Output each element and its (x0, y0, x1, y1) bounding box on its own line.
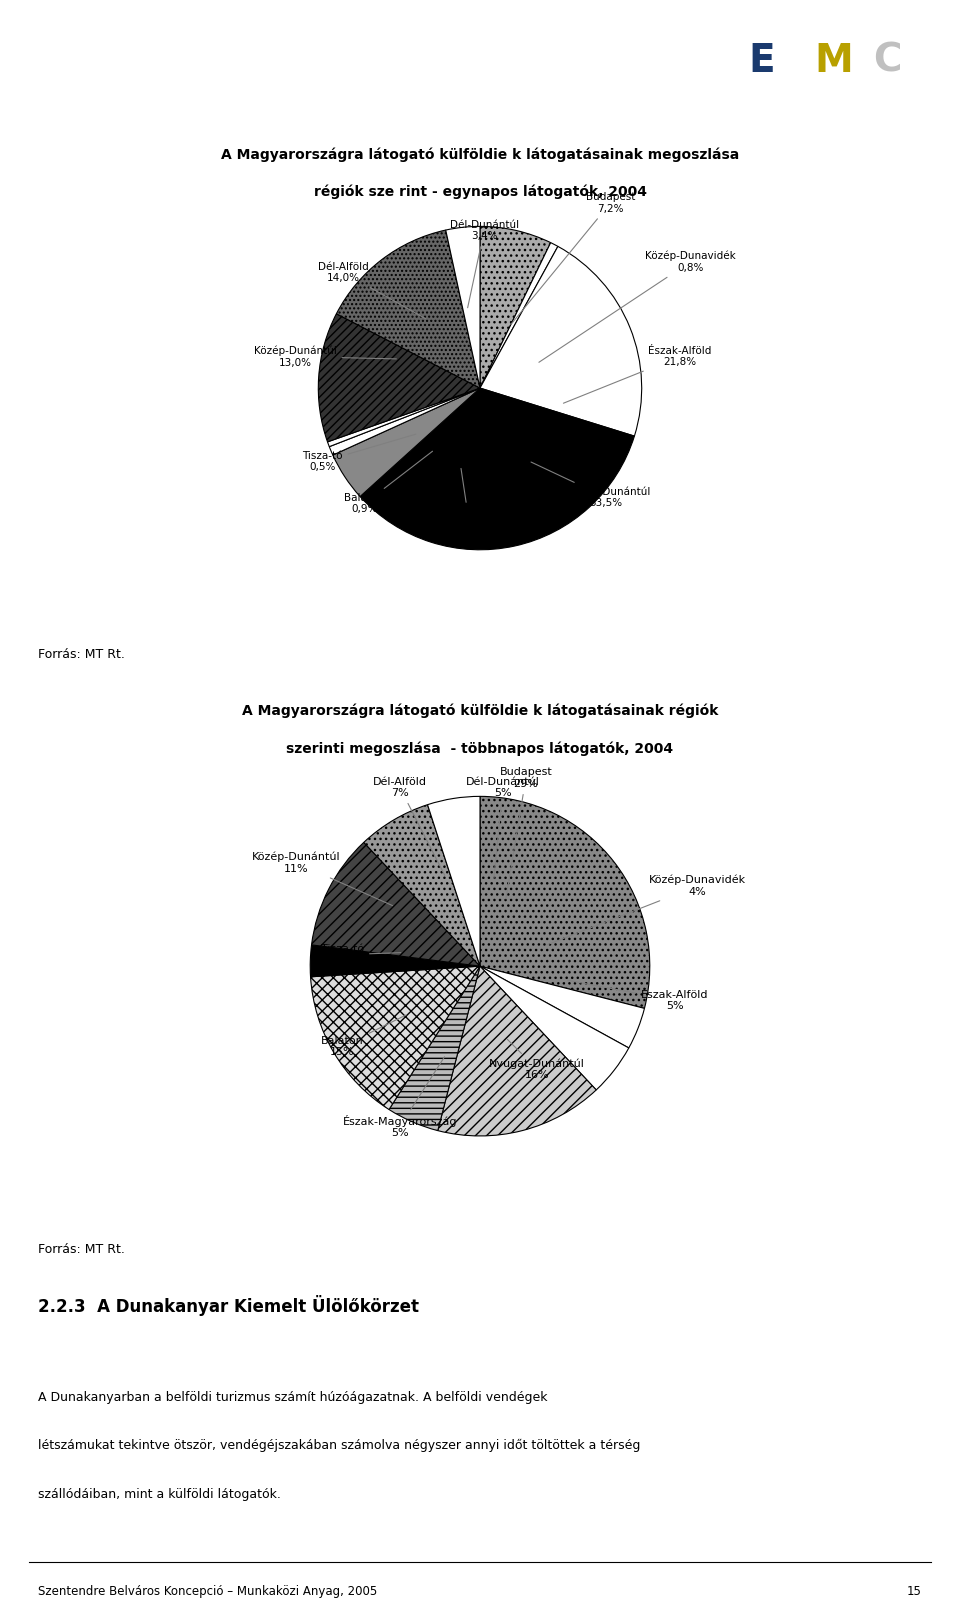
Wedge shape (480, 965, 629, 1090)
Text: Forrás: MT Rt.: Forrás: MT Rt. (38, 1242, 125, 1256)
Text: Budapest
7,2%: Budapest 7,2% (511, 192, 635, 325)
Text: szerinti megoszlása  - többnapos látogatók, 2004: szerinti megoszlása - többnapos látogató… (286, 741, 674, 755)
Text: Dél-Dunántúl
3,4%: Dél-Dunántúl 3,4% (449, 220, 518, 307)
Text: szállódáiban, mint a külföldi látogatók.: szállódáiban, mint a külföldi látogatók. (38, 1488, 281, 1501)
Text: Észak-
Magyarország
4,9%: Észak- Magyarország 4,9% (433, 469, 506, 542)
Wedge shape (319, 314, 480, 441)
Wedge shape (310, 944, 480, 977)
Text: 2.2.3  A Dunakanyar Kiemelt Ülölőkörzet: 2.2.3 A Dunakanyar Kiemelt Ülölőkörzet (38, 1295, 420, 1316)
Wedge shape (327, 388, 480, 446)
Text: Közép-Dunántúl
13,0%: Közép-Dunántúl 13,0% (253, 346, 396, 367)
Wedge shape (312, 842, 480, 965)
Text: létszámukat tekintve ötször, vendégéjszakában számolva négyszer annyi időt töltö: létszámukat tekintve ötször, vendégéjsza… (38, 1439, 640, 1452)
Text: E: E (749, 42, 776, 79)
Text: Közép-Dunántúl
11%: Közép-Dunántúl 11% (252, 852, 393, 906)
Text: Észak-Alföld
5%: Észak-Alföld 5% (567, 980, 708, 1011)
Wedge shape (427, 796, 480, 965)
Wedge shape (329, 388, 480, 454)
Text: Nyugat-Dunántúl
33,5%: Nyugat-Dunántúl 33,5% (531, 462, 651, 508)
Text: Nyugat-Dunántúl
16%: Nyugat-Dunántúl 16% (490, 1040, 586, 1080)
Text: Budapest
29%: Budapest 29% (499, 768, 552, 899)
Text: A Magyarországra látogató külföldie k látogatásainak megoszlása: A Magyarországra látogató külföldie k lá… (221, 147, 739, 162)
Wedge shape (310, 965, 480, 1109)
Wedge shape (480, 243, 558, 388)
Wedge shape (480, 226, 551, 388)
Text: Forrás: MT Rt.: Forrás: MT Rt. (38, 648, 125, 661)
Wedge shape (333, 388, 480, 496)
Wedge shape (445, 226, 480, 388)
Text: Tisza-tó
0,5%: Tisza-tó 0,5% (302, 433, 416, 472)
Text: Balaton
15%: Balaton 15% (321, 1015, 406, 1058)
Text: C: C (874, 42, 901, 79)
Wedge shape (364, 805, 480, 965)
Wedge shape (360, 388, 635, 550)
Wedge shape (438, 965, 596, 1135)
Text: Balaton
0,9%: Balaton 0,9% (345, 451, 433, 514)
Text: A Dunakanyarban a belföldi turizmus számít húzóágazatnak. A belföldi vendégek: A Dunakanyarban a belföldi turizmus szám… (38, 1391, 548, 1404)
Wedge shape (480, 965, 644, 1048)
Text: M: M (814, 42, 853, 79)
Wedge shape (480, 796, 650, 1009)
Text: Észak-Alföld
21,8%: Észak-Alföld 21,8% (564, 346, 711, 403)
Text: régiók sze rint - egynapos látogatók, 2004: régiók sze rint - egynapos látogatók, 20… (314, 184, 646, 199)
Text: Közép-Dunavidék
0,8%: Közép-Dunavidék 0,8% (539, 251, 735, 362)
Wedge shape (480, 246, 641, 437)
Text: Dél-Alföld
7%: Dél-Alföld 7% (372, 776, 444, 875)
Wedge shape (336, 230, 480, 388)
Text: Dél-Alföld
14,0%: Dél-Alföld 14,0% (318, 262, 426, 319)
Text: Dél-Dunántúl
5%: Dél-Dunántúl 5% (466, 776, 540, 878)
Text: 15: 15 (907, 1585, 922, 1598)
Text: Közép-Dunavidék
4%: Közép-Dunavidék 4% (547, 875, 746, 944)
Text: A Magyarországra látogató külföldie k látogatásainak régiók: A Magyarországra látogató külföldie k lá… (242, 703, 718, 718)
Text: Szentendre Belváros Koncepció – Munkaközi Anyag, 2005: Szentendre Belváros Koncepció – Munkaköz… (38, 1585, 377, 1598)
Text: Tisza-tó
3%: Tisza-tó 3% (321, 944, 401, 965)
Wedge shape (389, 965, 480, 1130)
Text: Észak-Magyarország
5%: Észak-Magyarország 5% (343, 1058, 457, 1138)
